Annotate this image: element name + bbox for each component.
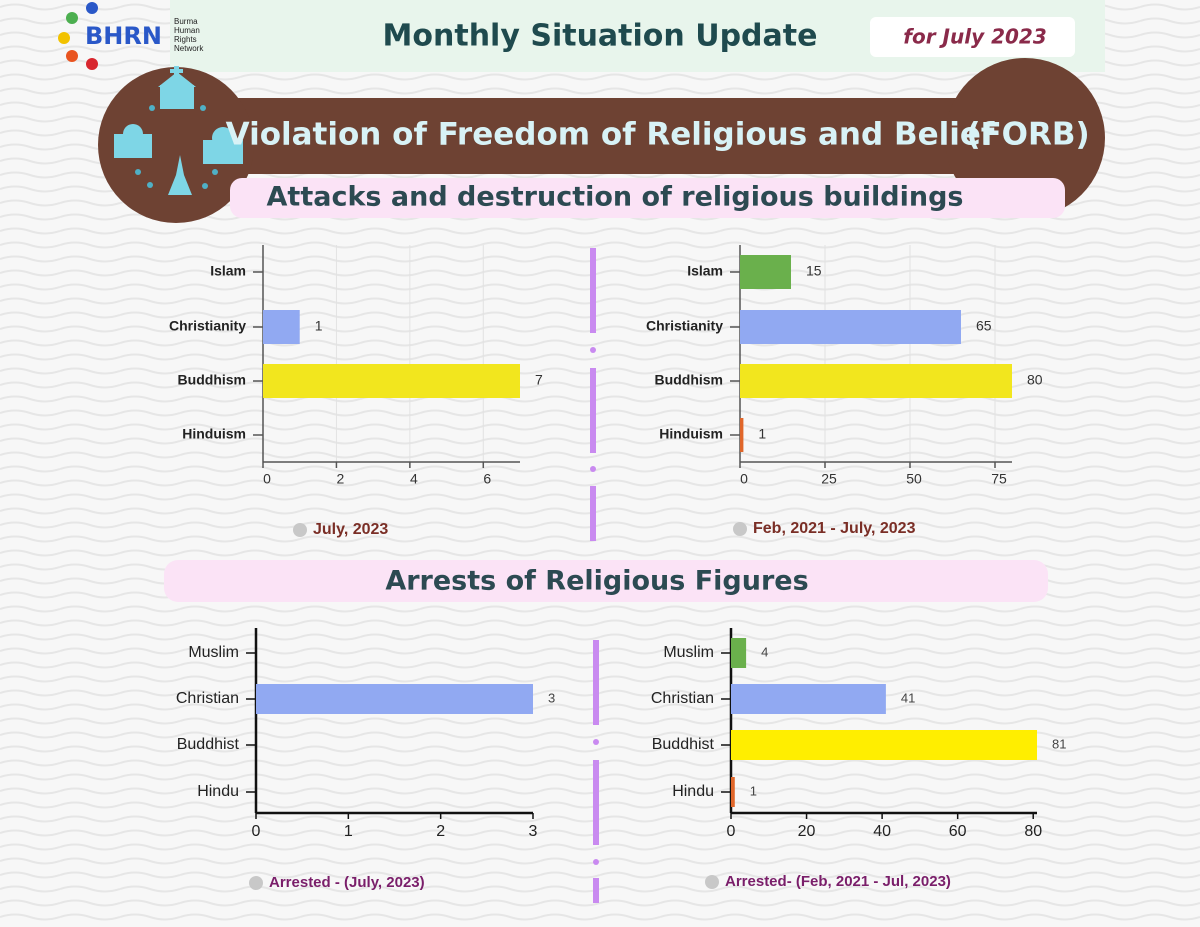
- bar: [731, 730, 1037, 760]
- x-tick-label: 0: [252, 823, 261, 840]
- org-line: Network: [174, 44, 204, 53]
- org-line: Rights: [174, 35, 197, 44]
- org-line: Burma: [174, 17, 198, 26]
- category-label: Hindu: [672, 783, 714, 800]
- bar: [731, 638, 747, 668]
- x-tick-label: 40: [873, 823, 891, 840]
- value-label: 41: [901, 690, 915, 705]
- section-title: Attacks and destruction of religious bui…: [267, 182, 964, 213]
- category-label: Hinduism: [659, 426, 723, 442]
- section-title: Arrests of Religious Figures: [385, 566, 808, 597]
- bar: [740, 310, 961, 344]
- value-label: 3: [548, 690, 555, 705]
- legend-label: Arrested - (July, 2023): [269, 874, 425, 891]
- bar: [740, 418, 744, 452]
- category-label: Christian: [651, 690, 714, 707]
- logo: [58, 2, 98, 70]
- x-tick-label: 75: [991, 471, 1007, 487]
- x-tick-label: 50: [906, 471, 922, 487]
- period-box: [870, 17, 1075, 57]
- value-label: 65: [976, 318, 992, 334]
- logo-text: BHRN: [85, 22, 162, 50]
- category-label: Buddhist: [652, 736, 715, 753]
- bar: [740, 364, 1012, 398]
- x-tick-label: 3: [529, 823, 538, 840]
- divider: [590, 248, 599, 903]
- x-tick-label: 25: [821, 471, 837, 487]
- banner-abbr: (FORB): [966, 117, 1089, 153]
- value-label: 1: [758, 426, 766, 442]
- org-line: Human: [174, 26, 200, 35]
- legend-marker: [733, 522, 747, 536]
- value-label: 4: [761, 644, 768, 659]
- page-title: Monthly Situation Update: [383, 19, 818, 54]
- legend-marker: [705, 875, 719, 889]
- category-label: Muslim: [663, 644, 714, 661]
- period: for July 2023: [903, 25, 1046, 49]
- category-label: Buddhism: [178, 372, 246, 388]
- value-label: 15: [806, 263, 822, 279]
- org-name: Burma Human Rights Network: [174, 17, 204, 53]
- section-pill: [164, 560, 1048, 602]
- bar: [731, 684, 886, 714]
- x-tick-label: 0: [263, 471, 271, 487]
- bar: [263, 310, 300, 344]
- x-tick-label: 0: [740, 471, 748, 487]
- legend-marker: [249, 876, 263, 890]
- x-tick-label: 60: [949, 823, 967, 840]
- category-label: Muslim: [188, 644, 239, 661]
- bar: [263, 364, 520, 398]
- banner-title: Violation of Freedom of Religious and Be…: [226, 117, 995, 153]
- value-label: 81: [1052, 736, 1066, 751]
- banner-icon-circle: [98, 67, 254, 223]
- section-pill: [230, 178, 1065, 218]
- category-label: Christian: [176, 690, 239, 707]
- category-label: Buddhism: [655, 372, 723, 388]
- bar: [731, 777, 735, 807]
- category-label: Hinduism: [182, 426, 246, 442]
- x-tick-label: 4: [410, 471, 418, 487]
- category-label: Buddhist: [177, 736, 240, 753]
- legend-label: July, 2023: [313, 521, 388, 538]
- bar: [740, 255, 791, 289]
- x-tick-label: 0: [727, 823, 736, 840]
- banner: [160, 98, 1040, 174]
- category-label: Islam: [687, 263, 723, 279]
- value-label: 1: [315, 318, 323, 334]
- religion-icons: [114, 66, 243, 195]
- legend-marker: [293, 523, 307, 537]
- x-tick-label: 80: [1024, 823, 1042, 840]
- legend-label: Arrested- (Feb, 2021 - Jul, 2023): [725, 873, 951, 890]
- x-tick-label: 2: [436, 823, 445, 840]
- x-tick-label: 6: [483, 471, 491, 487]
- value-label: 1: [750, 783, 757, 798]
- category-label: Christianity: [169, 318, 246, 334]
- legend-label: Feb, 2021 - July, 2023: [753, 520, 916, 537]
- x-tick-label: 2: [337, 471, 345, 487]
- x-tick-label: 1: [344, 823, 353, 840]
- category-label: Islam: [210, 263, 246, 279]
- value-label: 7: [535, 372, 543, 388]
- x-tick-label: 20: [798, 823, 816, 840]
- value-label: 80: [1027, 372, 1043, 388]
- category-label: Hindu: [197, 783, 239, 800]
- category-label: Christianity: [646, 318, 723, 334]
- bar: [256, 684, 533, 714]
